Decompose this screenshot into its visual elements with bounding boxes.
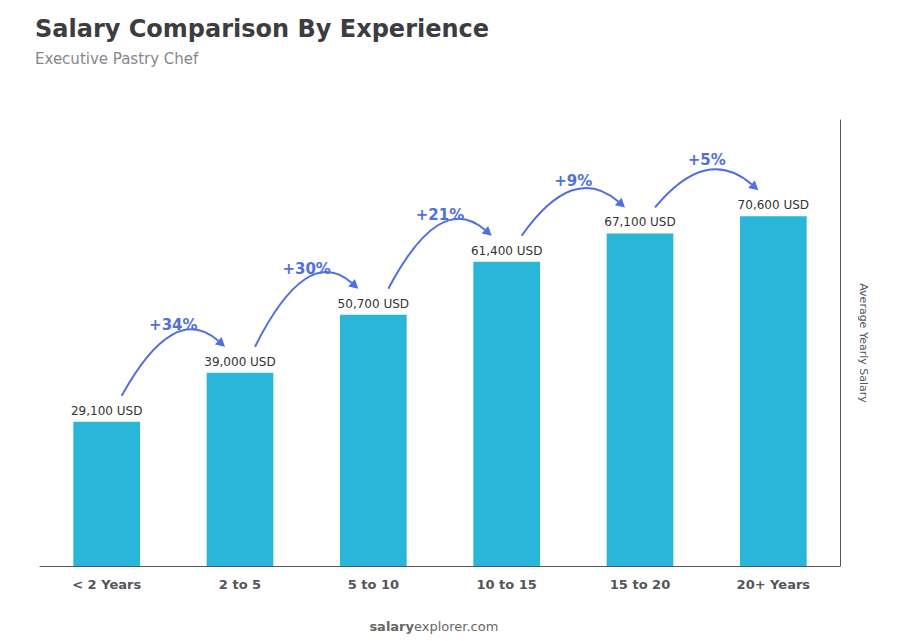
svg-text:Average Yearly Salary: Average Yearly Salary xyxy=(857,283,870,403)
svg-text:61,400 USD: 61,400 USD xyxy=(471,244,542,258)
svg-text:29,100 USD: 29,100 USD xyxy=(71,404,142,418)
svg-text:Executive Pastry Chef: Executive Pastry Chef xyxy=(35,50,199,68)
svg-text:15 to 20: 15 to 20 xyxy=(610,577,670,592)
svg-text:< 2 Years: < 2 Years xyxy=(72,577,141,592)
svg-text:+34%: +34% xyxy=(149,316,197,334)
svg-text:2 to 5: 2 to 5 xyxy=(219,577,261,592)
svg-text:explorer.com: explorer.com xyxy=(414,619,498,634)
svg-text:salary: salary xyxy=(369,619,414,634)
svg-text:10 to 15: 10 to 15 xyxy=(476,577,536,592)
svg-text:5 to 10: 5 to 10 xyxy=(348,577,399,592)
svg-text:+21%: +21% xyxy=(416,206,464,224)
svg-text:20+ Years: 20+ Years xyxy=(737,577,811,592)
svg-text:39,000 USD: 39,000 USD xyxy=(204,355,275,369)
svg-text:Salary Comparison By Experienc: Salary Comparison By Experience xyxy=(35,15,489,43)
svg-text:70,600 USD: 70,600 USD xyxy=(738,198,809,212)
svg-text:67,100 USD: 67,100 USD xyxy=(604,215,675,229)
svg-text:+9%: +9% xyxy=(554,172,592,190)
svg-text:50,700 USD: 50,700 USD xyxy=(338,297,409,311)
svg-text:+30%: +30% xyxy=(282,260,330,278)
svg-text:+5%: +5% xyxy=(688,151,726,169)
